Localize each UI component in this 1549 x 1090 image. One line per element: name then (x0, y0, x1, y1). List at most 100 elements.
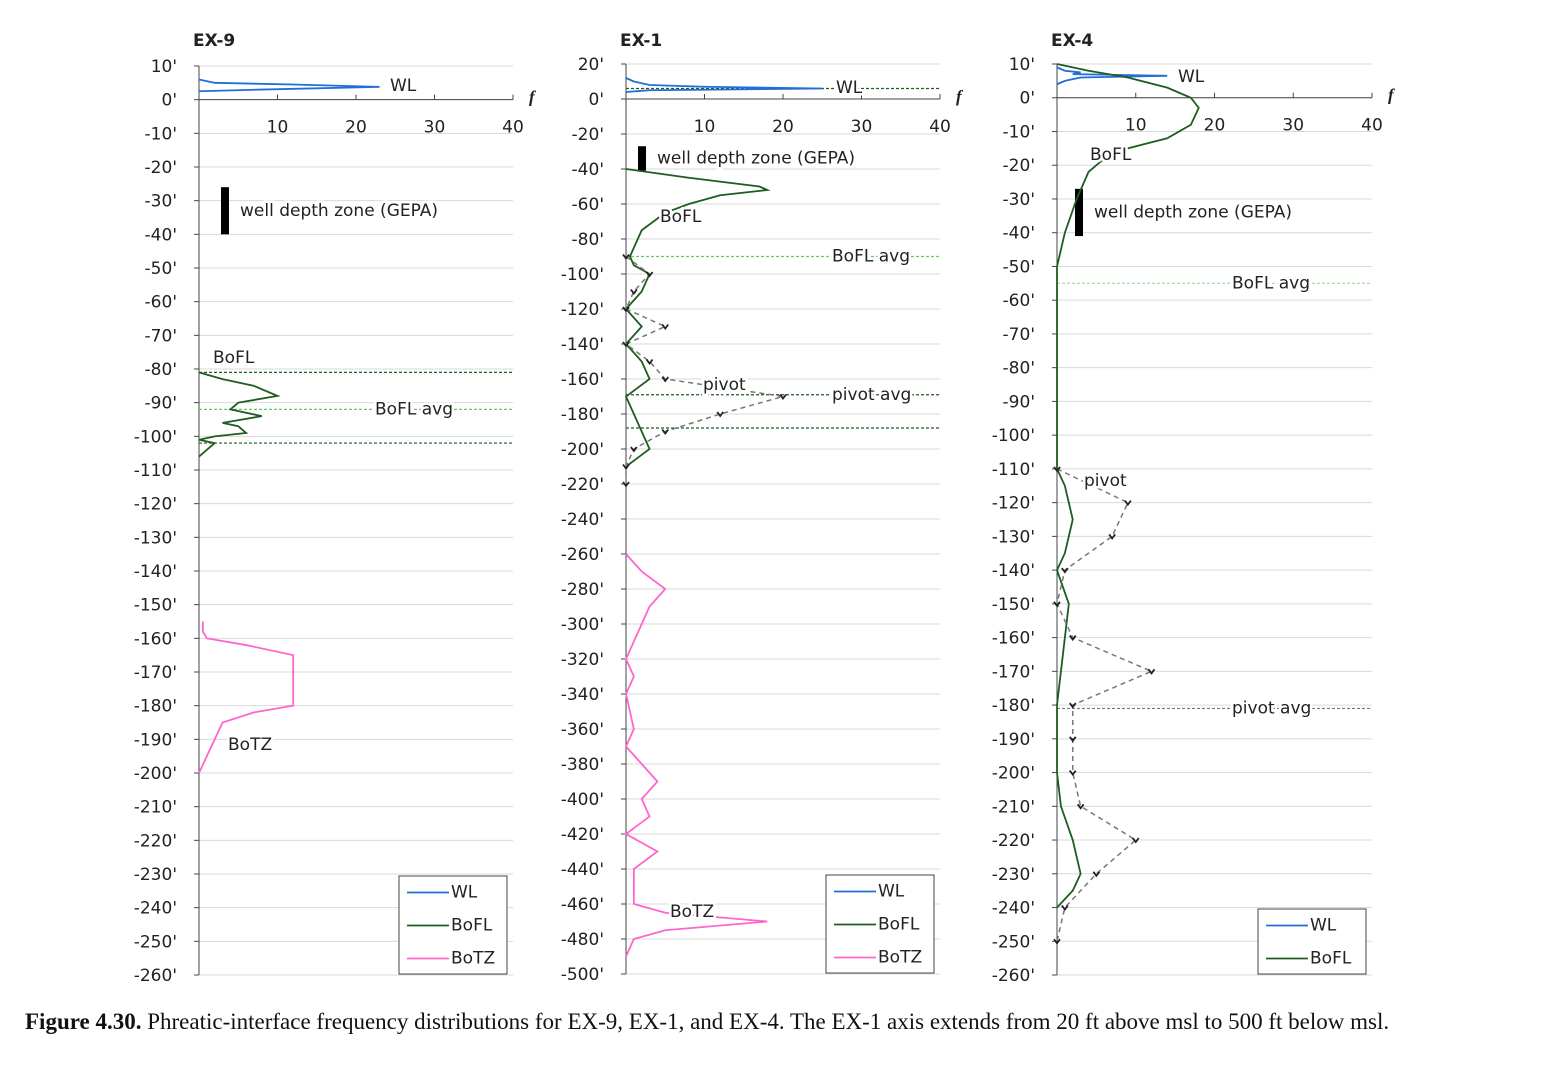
x-tick-label: 10 (267, 118, 289, 138)
y-tick-label: -10' (1003, 122, 1035, 142)
y-tick-label: -220' (134, 831, 177, 851)
y-tick-label: -20' (572, 125, 604, 145)
reference-label: BoFL avg (375, 399, 453, 419)
well-depth-label: well depth zone (GEPA) (1094, 202, 1292, 222)
legend (1257, 908, 1367, 975)
y-tick-label: -480' (561, 930, 604, 950)
x-tick-label: 20 (1204, 116, 1226, 136)
y-tick-label: -10' (145, 124, 177, 144)
y-tick-label: -500' (561, 965, 604, 985)
well-depth-label: well depth zone (GEPA) (657, 149, 855, 169)
y-tick-label: -110' (134, 461, 177, 481)
y-tick-label: -20' (145, 158, 177, 178)
series-label: BoTZ (670, 902, 714, 922)
y-tick-label: -120' (134, 495, 177, 515)
y-tick-label: -90' (145, 394, 177, 414)
y-tick-label: 0' (589, 90, 605, 110)
x-tick-label: 10 (1125, 116, 1147, 136)
series-marker (1124, 500, 1132, 507)
series-marker (661, 428, 669, 435)
y-tick-label: -180' (561, 405, 604, 425)
series-label: WL (1178, 67, 1205, 87)
y-tick-label: -230' (134, 865, 177, 885)
y-tick-label: -150' (134, 596, 177, 616)
well-depth-bar (221, 187, 229, 235)
x-tick-label: 20 (772, 117, 794, 137)
series-marker (716, 411, 724, 418)
series-marker (622, 253, 630, 260)
series-marker (661, 323, 669, 330)
y-tick-label: -460' (561, 895, 604, 915)
x-tick-label: 40 (929, 117, 951, 137)
series-label: BoFL (1090, 145, 1132, 165)
reference-label: pivot avg (1232, 698, 1311, 718)
well-depth-bar (638, 146, 646, 171)
x-axis-label: f (529, 88, 537, 107)
y-tick-label: -30' (1003, 190, 1035, 210)
series-marker (661, 376, 669, 383)
series-marker (1069, 702, 1077, 709)
reference-label: BoFL avg (832, 247, 910, 267)
series-marker (1053, 601, 1061, 608)
y-tick-label: -340' (561, 685, 604, 705)
series-line (624, 553, 768, 957)
x-tick-label: 40 (502, 118, 524, 138)
y-tick-label: -80' (572, 230, 604, 250)
y-tick-label: -60' (1003, 291, 1035, 311)
chart-title: EX-1 (620, 31, 662, 51)
y-tick-label: -260' (134, 966, 177, 986)
series-marker (622, 341, 630, 348)
y-tick-label: -70' (145, 326, 177, 346)
series-marker (630, 446, 638, 453)
series-marker (1069, 635, 1077, 642)
series-marker (630, 288, 638, 295)
y-tick-label: -170' (134, 663, 177, 683)
y-tick-label: -100' (992, 426, 1035, 446)
y-tick-label: -250' (992, 932, 1035, 952)
x-tick-label: 40 (1361, 116, 1383, 136)
y-tick-label: -120' (561, 300, 604, 320)
y-tick-label: 0' (162, 91, 178, 111)
x-tick-label: 30 (1282, 116, 1304, 136)
series-marker (645, 358, 654, 365)
series-marker (645, 271, 654, 278)
reference-label: pivot avg (832, 385, 911, 405)
y-tick-label: -280' (561, 580, 604, 600)
series-label: BoTZ (228, 735, 272, 755)
chart-title: EX-4 (1051, 31, 1093, 51)
y-tick-label: -200' (992, 764, 1035, 784)
series-marker (622, 463, 630, 470)
y-tick-label: -130' (992, 527, 1035, 547)
legend-label: BoTZ (878, 948, 922, 968)
x-tick-label: 10 (694, 117, 716, 137)
y-tick-label: -20' (1003, 156, 1035, 176)
well-depth-label: well depth zone (GEPA) (240, 201, 438, 221)
y-tick-label: -180' (992, 696, 1035, 716)
y-tick-label: -150' (992, 595, 1035, 615)
y-tick-label: -240' (992, 899, 1035, 919)
series-marker (1147, 668, 1156, 675)
y-tick-label: -130' (134, 528, 177, 548)
series-label: WL (390, 76, 417, 96)
y-tick-label: -50' (145, 259, 177, 279)
legend-label: BoFL (878, 915, 920, 935)
y-tick-label: -100' (134, 427, 177, 447)
y-tick-label: -40' (145, 225, 177, 245)
y-tick-label: -60' (572, 195, 604, 215)
y-tick-label: -90' (1003, 392, 1035, 412)
y-tick-label: 20' (578, 55, 604, 75)
y-tick-label: -190' (134, 730, 177, 750)
y-tick-label: 10' (151, 57, 177, 77)
y-tick-label: -240' (561, 510, 604, 530)
series-line (198, 621, 295, 774)
well-depth-bar (1075, 188, 1083, 237)
series-marker (1108, 533, 1116, 540)
series-line (625, 77, 823, 93)
y-tick-label: -110' (992, 460, 1035, 480)
y-tick-label: -40' (1003, 224, 1035, 244)
series-marker (622, 481, 630, 488)
y-tick-label: -140' (561, 335, 604, 355)
series-line (1056, 66, 1168, 86)
y-tick-label: -80' (1003, 359, 1035, 379)
